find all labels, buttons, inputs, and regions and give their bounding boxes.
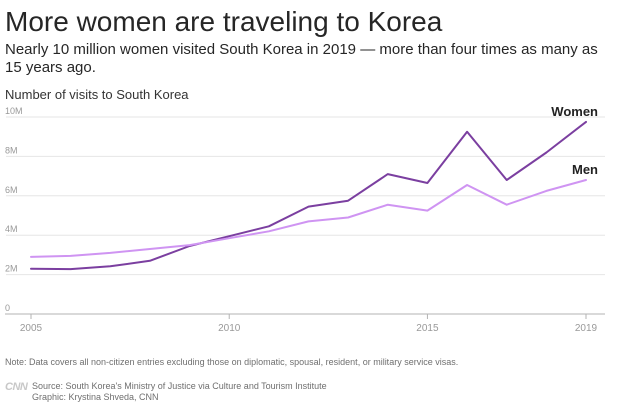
x-tick-label: 2010 [218,323,241,334]
y-axis-label: Number of visits to South Korea [5,87,189,102]
y-tick-label: 8M [5,145,18,155]
y-tick-label: 0 [5,303,10,313]
series-label-women: Women [551,104,598,119]
credit-line: Graphic: Krystina Shveda, CNN [32,392,159,402]
source-line: Source: South Korea's Ministry of Justic… [32,381,327,391]
x-axis: 2005 2010 2015 2019 [5,313,605,334]
series-lines [30,120,587,271]
cnn-logo: CNN [5,381,28,393]
series-labels: Women Men [551,104,598,177]
series-line-men [30,179,587,258]
source-credit: Source: South Korea's Ministry of Justic… [32,381,327,403]
gridlines [6,116,605,276]
x-tick-label: 2005 [20,323,43,334]
y-tick-label: 4M [5,224,18,234]
y-tick-label: 10M [5,106,23,116]
x-tick-label: 2019 [575,323,598,334]
series-label-men: Men [572,162,598,177]
chart-title: More women are traveling to Korea [5,6,443,37]
y-tick-label: 2M [5,264,18,274]
line-chart: 0 2M 4M 6M 8M 10M 2005 2010 2015 2019 Women Men [5,104,605,334]
chart-note: Note: Data covers all non-citizen entrie… [5,357,459,367]
x-tick-label: 2015 [416,323,439,334]
y-tick-label: 6M [5,185,18,195]
chart-subtitle: Nearly 10 million women visited South Ko… [5,41,598,76]
series-line-women [30,120,587,271]
y-tick-labels: 0 2M 4M 6M 8M 10M [5,106,23,313]
